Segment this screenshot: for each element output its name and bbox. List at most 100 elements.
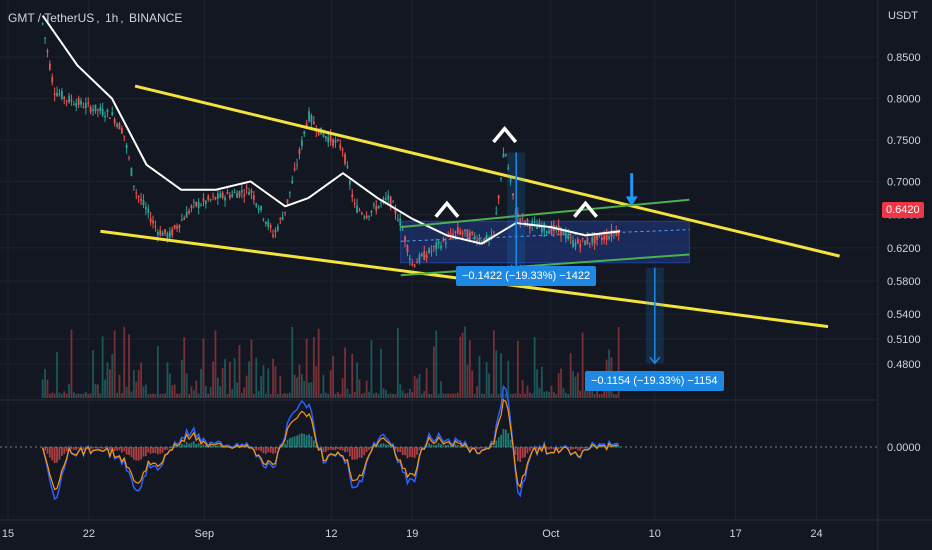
volume-bar: [276, 393, 279, 398]
candle-body: [396, 219, 399, 221]
y-tick-label: 0.7000: [887, 176, 921, 188]
candle-body: [260, 206, 262, 211]
volume-bar: [557, 373, 560, 398]
macd-histogram-bar: [370, 447, 373, 449]
volume-bar: [233, 358, 236, 398]
candle-body: [336, 139, 339, 141]
macd-histogram-bar: [598, 446, 601, 448]
volume-bar: [63, 391, 66, 398]
volume-bar: [58, 392, 61, 398]
volume-bar: [56, 351, 58, 398]
macd-histogram-bar: [128, 447, 130, 456]
candle-body: [190, 205, 193, 209]
candle-body: [444, 242, 447, 244]
candle-body: [118, 122, 121, 130]
candle-body: [504, 154, 507, 156]
volume-bar: [272, 358, 274, 398]
candle-body: [492, 231, 495, 233]
macd-histogram-bar: [44, 447, 46, 451]
volume-bar: [512, 393, 514, 398]
x-tick-label: Sep: [195, 528, 215, 540]
macd-histogram-bar: [178, 445, 181, 448]
volume-bar: [284, 393, 286, 398]
x-tick-label: 12: [325, 528, 337, 540]
candle-body: [308, 111, 310, 122]
candle-body: [245, 187, 248, 189]
candle-body: [65, 100, 68, 102]
macd-histogram-bar: [72, 447, 75, 450]
macd-histogram-bar: [365, 447, 368, 453]
macd-histogram-bar: [149, 447, 152, 454]
macd-histogram-bar: [468, 447, 471, 450]
macd-histogram-bar: [252, 447, 255, 449]
macd-histogram-bar: [348, 447, 351, 457]
volume-bar: [116, 392, 118, 398]
candle-body: [214, 197, 217, 200]
macd-histogram-bar: [154, 447, 157, 454]
volume-bar: [281, 393, 284, 398]
candle-body: [380, 202, 382, 204]
x-tick-label: 17: [730, 528, 742, 540]
candle-body: [584, 240, 586, 246]
y-tick-label: 0.7500: [887, 135, 921, 147]
candle-body: [593, 235, 596, 244]
moving-average: [41, 14, 621, 245]
volume-bar: [128, 334, 130, 398]
volume-bar: [495, 350, 498, 398]
volume-bar: [260, 375, 262, 398]
volume-bar: [507, 360, 510, 398]
volume-bar: [188, 394, 190, 398]
volume-bar: [375, 392, 378, 398]
macd-histogram-bar: [456, 445, 459, 448]
macd-histogram-bar: [540, 447, 543, 449]
volume-bar: [48, 393, 51, 398]
macd-histogram-bar: [615, 445, 618, 448]
measure-label-1: −0.1422 (−19.33%) −1422: [456, 266, 597, 286]
candle-body: [51, 77, 54, 83]
macd-histogram-bar: [99, 447, 102, 449]
candle-body: [255, 203, 258, 206]
candle-body: [130, 167, 133, 176]
macd-histogram-bar: [519, 447, 522, 463]
volume-bar: [394, 393, 397, 398]
volume-bar: [178, 393, 181, 398]
macd-histogram-bar: [495, 440, 498, 448]
volume-bar: [161, 393, 164, 398]
candle-body: [82, 107, 85, 109]
volume-bar: [500, 353, 502, 398]
volume-bar: [286, 393, 289, 398]
volume-bar: [358, 379, 361, 398]
macd-histogram-bar: [202, 444, 205, 448]
volume-bar: [255, 357, 258, 398]
volume-bar: [406, 392, 409, 398]
volume-bar: [106, 362, 109, 398]
candle-body: [296, 164, 298, 166]
candle-body: [384, 197, 387, 200]
volume-bar: [82, 393, 85, 398]
macd-histogram-bar: [281, 445, 284, 448]
candle-body: [80, 100, 82, 105]
volume-bar: [396, 328, 399, 398]
macd-histogram-bar: [420, 447, 423, 448]
macd-histogram-bar: [195, 444, 198, 448]
macd-histogram-bar: [586, 447, 589, 449]
volume-bar: [164, 393, 166, 398]
volume-bar: [274, 366, 277, 398]
volume-bar: [214, 330, 217, 398]
macd-histogram-bar: [497, 437, 500, 448]
candle-body: [389, 196, 392, 207]
x-tick-label: 19: [406, 528, 418, 540]
candle-body: [442, 238, 445, 242]
candle-body: [344, 154, 346, 164]
candle-body: [540, 226, 543, 233]
volume-bar: [473, 393, 476, 398]
x-tick-label: 15: [2, 528, 14, 540]
macd-histogram-bar: [346, 447, 349, 452]
volume-bar: [452, 393, 454, 398]
volume-bar: [437, 393, 440, 398]
volume-bar: [65, 393, 68, 398]
candle-body: [132, 185, 135, 187]
macd-histogram-bar: [300, 433, 303, 448]
volume-bar: [612, 393, 615, 398]
